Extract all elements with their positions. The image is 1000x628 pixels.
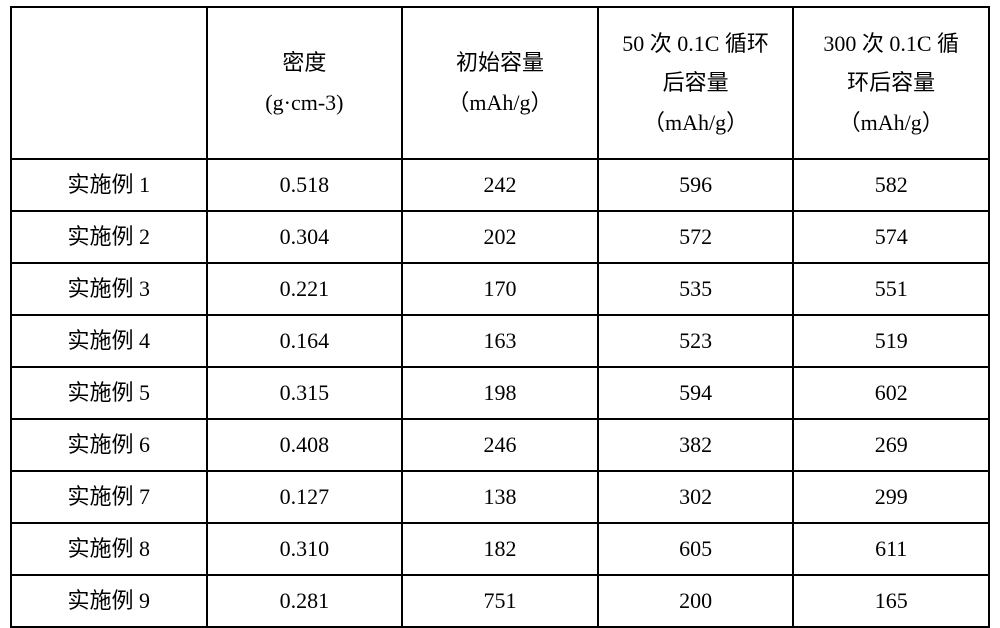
- cell-300c: 602: [793, 367, 989, 419]
- data-table: 密度 (g·cm-3) 初始容量 （mAh/g） 50 次 0.1C 循环 后容…: [10, 6, 990, 628]
- table-row: 实施例 2 0.304 202 572 574: [11, 211, 989, 263]
- cell-initial: 198: [402, 367, 598, 419]
- col-header-density: 密度 (g·cm-3): [207, 7, 403, 159]
- table-row: 实施例 1 0.518 242 596 582: [11, 159, 989, 211]
- table-row: 实施例 9 0.281 751 200 165: [11, 575, 989, 627]
- data-table-container: 密度 (g·cm-3) 初始容量 （mAh/g） 50 次 0.1C 循环 后容…: [0, 0, 1000, 622]
- cell-300c: 611: [793, 523, 989, 575]
- cell-label: 实施例 3: [11, 263, 207, 315]
- cell-label: 实施例 4: [11, 315, 207, 367]
- cell-density: 0.221: [207, 263, 403, 315]
- cell-density: 0.408: [207, 419, 403, 471]
- cell-density: 0.310: [207, 523, 403, 575]
- cell-initial: 246: [402, 419, 598, 471]
- table-row: 实施例 5 0.315 198 594 602: [11, 367, 989, 419]
- cell-initial: 182: [402, 523, 598, 575]
- cell-50c: 572: [598, 211, 794, 263]
- cell-50c: 605: [598, 523, 794, 575]
- cell-50c: 594: [598, 367, 794, 419]
- cell-50c: 535: [598, 263, 794, 315]
- col-header-text: （mAh/g）: [839, 103, 944, 143]
- col-header-text: 后容量: [663, 63, 729, 103]
- table-row: 实施例 7 0.127 138 302 299: [11, 471, 989, 523]
- table-row: 实施例 6 0.408 246 382 269: [11, 419, 989, 471]
- col-header-text: 密度: [282, 43, 326, 83]
- col-header-text: 50 次 0.1C 循环: [622, 24, 769, 64]
- cell-density: 0.127: [207, 471, 403, 523]
- table-row: 实施例 8 0.310 182 605 611: [11, 523, 989, 575]
- cell-label: 实施例 9: [11, 575, 207, 627]
- cell-300c: 269: [793, 419, 989, 471]
- cell-300c: 165: [793, 575, 989, 627]
- col-header-text: （mAh/g）: [643, 103, 748, 143]
- cell-density: 0.304: [207, 211, 403, 263]
- col-header-text: (g·cm-3): [265, 83, 343, 123]
- col-header-text: （mAh/g）: [447, 83, 552, 123]
- cell-label: 实施例 5: [11, 367, 207, 419]
- cell-50c: 200: [598, 575, 794, 627]
- cell-initial: 163: [402, 315, 598, 367]
- cell-300c: 299: [793, 471, 989, 523]
- cell-density: 0.315: [207, 367, 403, 419]
- cell-initial: 242: [402, 159, 598, 211]
- col-header-text: 环后容量: [847, 63, 935, 103]
- col-header-label: [11, 7, 207, 159]
- cell-300c: 519: [793, 315, 989, 367]
- cell-300c: 551: [793, 263, 989, 315]
- cell-label: 实施例 6: [11, 419, 207, 471]
- col-header-text: 300 次 0.1C 循: [823, 24, 959, 64]
- cell-50c: 302: [598, 471, 794, 523]
- col-header-text: 初始容量: [456, 43, 544, 83]
- cell-50c: 382: [598, 419, 794, 471]
- col-header-300c: 300 次 0.1C 循 环后容量 （mAh/g）: [793, 7, 989, 159]
- table-header-row: 密度 (g·cm-3) 初始容量 （mAh/g） 50 次 0.1C 循环 后容…: [11, 7, 989, 159]
- cell-initial: 170: [402, 263, 598, 315]
- cell-label: 实施例 2: [11, 211, 207, 263]
- table-row: 实施例 3 0.221 170 535 551: [11, 263, 989, 315]
- cell-300c: 574: [793, 211, 989, 263]
- cell-50c: 523: [598, 315, 794, 367]
- cell-initial: 138: [402, 471, 598, 523]
- cell-label: 实施例 7: [11, 471, 207, 523]
- cell-density: 0.518: [207, 159, 403, 211]
- cell-density: 0.281: [207, 575, 403, 627]
- cell-50c: 596: [598, 159, 794, 211]
- cell-label: 实施例 1: [11, 159, 207, 211]
- cell-initial: 751: [402, 575, 598, 627]
- cell-300c: 582: [793, 159, 989, 211]
- cell-label: 实施例 8: [11, 523, 207, 575]
- col-header-initial: 初始容量 （mAh/g）: [402, 7, 598, 159]
- cell-initial: 202: [402, 211, 598, 263]
- table-row: 实施例 4 0.164 163 523 519: [11, 315, 989, 367]
- cell-density: 0.164: [207, 315, 403, 367]
- col-header-50c: 50 次 0.1C 循环 后容量 （mAh/g）: [598, 7, 794, 159]
